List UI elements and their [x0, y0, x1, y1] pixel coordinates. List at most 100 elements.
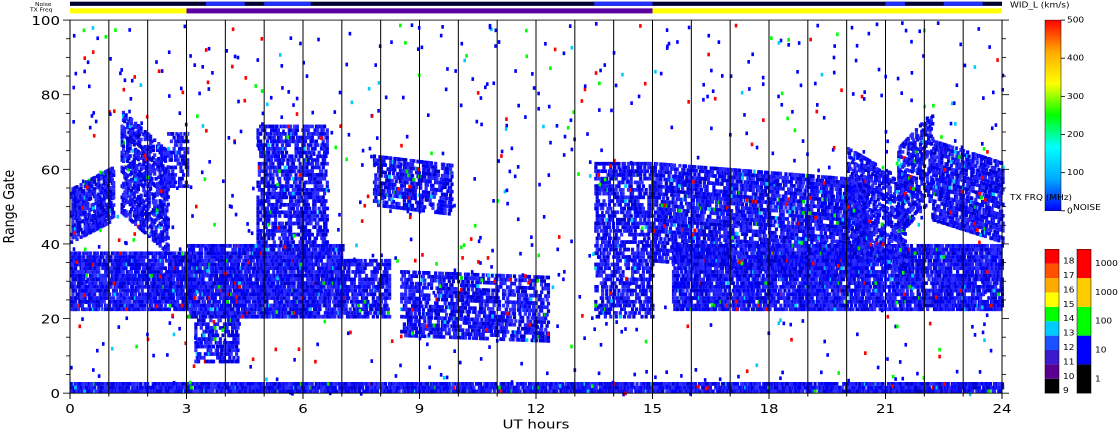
scatter-point — [280, 199, 283, 203]
scatter-point — [175, 143, 178, 147]
scatter-point — [296, 143, 299, 147]
scatter-point — [112, 173, 115, 177]
scatter-point — [271, 237, 274, 241]
txfreq-bar — [70, 8, 1002, 13]
scatter-point — [212, 360, 215, 364]
scatter-point — [161, 263, 164, 267]
scatter-point — [173, 251, 176, 255]
scatter-point — [112, 296, 115, 300]
scatter-point — [167, 236, 170, 240]
scatter-point — [246, 251, 249, 255]
scatter-point — [195, 274, 198, 278]
scatter-point — [154, 229, 157, 233]
scatter-point — [326, 128, 329, 132]
scatter-point — [193, 307, 196, 311]
scatter-point — [265, 248, 268, 252]
scatter-point — [307, 128, 310, 132]
scatter-point — [316, 192, 319, 196]
scatter-point — [312, 266, 315, 270]
scatter-point — [221, 345, 224, 349]
scatter-point — [343, 281, 346, 285]
scatter-point — [167, 188, 170, 192]
scatter-point — [309, 143, 312, 147]
scatter-point — [271, 177, 274, 181]
scatter-point — [316, 214, 319, 218]
scatter-point — [290, 184, 293, 188]
scatter-point — [326, 181, 329, 185]
scatter-point — [179, 132, 182, 136]
scatter-point — [126, 285, 129, 289]
scatter-point — [149, 187, 152, 191]
scatter-point — [323, 203, 326, 207]
scatter-point — [149, 135, 152, 139]
txfreq-segment — [70, 8, 187, 13]
scatter-point — [317, 263, 320, 267]
scatter-point — [167, 221, 170, 225]
scatter-point — [329, 251, 332, 255]
scatter-point — [197, 300, 200, 304]
scatter-point — [170, 154, 173, 158]
scatter-point — [228, 356, 231, 360]
scatter-point — [107, 274, 110, 278]
scatter-point — [324, 233, 327, 237]
scatter-point — [150, 177, 153, 181]
scatter-point — [273, 136, 276, 140]
scatter-point — [267, 151, 270, 155]
noise-segment — [944, 2, 983, 6]
scatter-point — [324, 154, 327, 158]
scatter-point — [311, 233, 314, 237]
scatter-point — [154, 296, 157, 300]
scatter-point — [318, 207, 321, 211]
scatter-point — [275, 125, 278, 129]
scatter-point — [259, 166, 262, 170]
scatter-point — [74, 300, 77, 304]
scatter-point — [313, 225, 316, 229]
scatter-point — [200, 341, 203, 345]
scatter-point — [181, 177, 184, 181]
scatter-point — [88, 304, 91, 308]
scatter-point — [311, 136, 314, 140]
scatter-point — [144, 231, 147, 235]
scatter-point — [303, 296, 306, 300]
scatter-point — [107, 289, 110, 293]
scatter-point — [112, 185, 115, 189]
scatter-point — [107, 251, 110, 255]
scatter-point — [219, 319, 222, 323]
scatter-point — [289, 225, 292, 229]
scatter-point — [123, 131, 126, 135]
scatter-point — [316, 158, 319, 162]
scatter-point — [248, 300, 251, 304]
scatter-point — [230, 352, 233, 356]
scatter-point — [305, 166, 308, 170]
scatter-point — [293, 270, 296, 274]
scatter-point — [284, 154, 287, 158]
scatter-point — [201, 296, 204, 300]
scatter-point — [323, 210, 326, 214]
scatter-point — [143, 304, 146, 308]
scatter-point — [180, 263, 183, 267]
scatter-point — [299, 184, 302, 188]
scatter-point — [293, 158, 296, 162]
scatter-point — [82, 255, 85, 259]
scatter-point — [355, 296, 358, 300]
scatter-point — [216, 334, 219, 338]
scatter-point — [297, 233, 300, 237]
scatter-point — [172, 278, 175, 282]
scatter-point — [290, 199, 293, 203]
scatter-point — [235, 330, 238, 334]
scatter-point — [137, 187, 140, 191]
scatter-point — [322, 128, 325, 132]
scatter-point — [112, 188, 115, 192]
scatter-point — [154, 199, 157, 203]
scatter-point — [192, 248, 195, 252]
scatter-point — [97, 266, 100, 270]
scatter-point — [153, 172, 156, 176]
scatter-point — [256, 207, 259, 211]
scatter-point — [216, 322, 219, 326]
scatter-point — [194, 348, 197, 352]
scatter-point — [258, 184, 261, 188]
scatter-point — [311, 169, 314, 173]
scatter-point — [240, 255, 243, 259]
scatter-point — [231, 330, 234, 334]
scatter-point — [284, 166, 287, 170]
